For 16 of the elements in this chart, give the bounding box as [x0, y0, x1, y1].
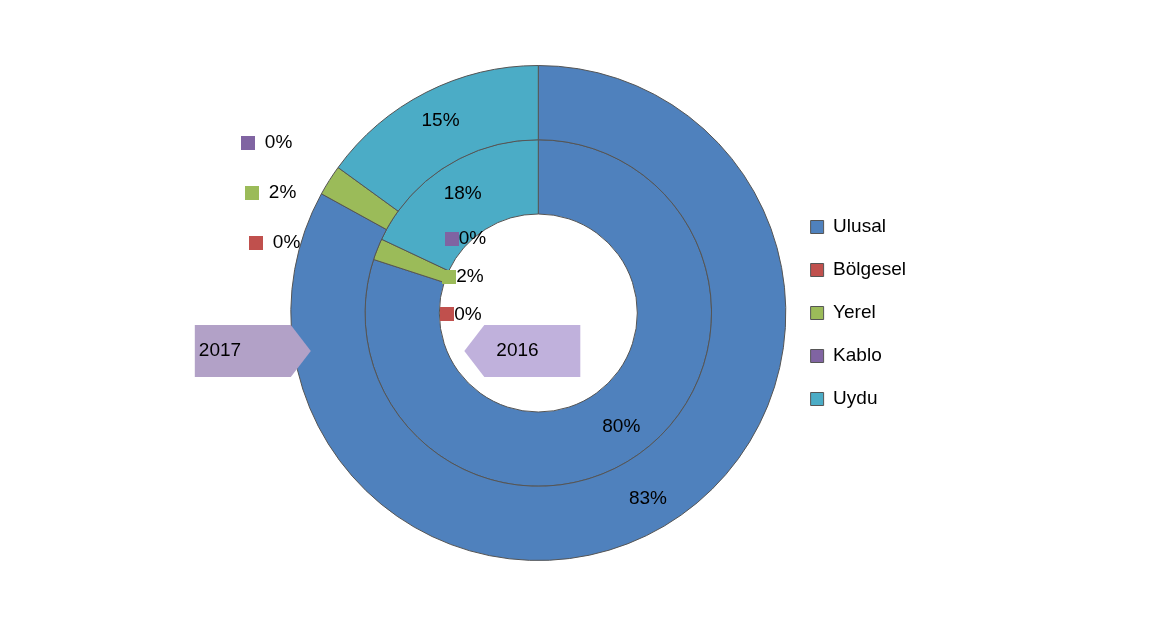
- data-label: 18%: [443, 182, 482, 204]
- text: 0%: [454, 302, 482, 324]
- legend-label: Ulusal: [833, 215, 886, 237]
- data-label: 83%: [628, 486, 668, 508]
- data-label: 80%: [602, 415, 641, 437]
- data-label: 2%: [268, 181, 297, 203]
- data-label: 15%: [421, 109, 460, 131]
- text: 0%: [264, 131, 293, 153]
- slice-label: 2016: [496, 339, 539, 361]
- data-label: 2%: [456, 264, 484, 286]
- slice-label: 2017: [198, 339, 242, 361]
- legend-label: Yerel: [833, 301, 876, 323]
- legend-label: Bölgesel: [833, 258, 907, 280]
- legend-label: Uydu: [833, 387, 878, 409]
- text: 0%: [272, 231, 301, 253]
- legend-label: Kablo: [833, 344, 882, 366]
